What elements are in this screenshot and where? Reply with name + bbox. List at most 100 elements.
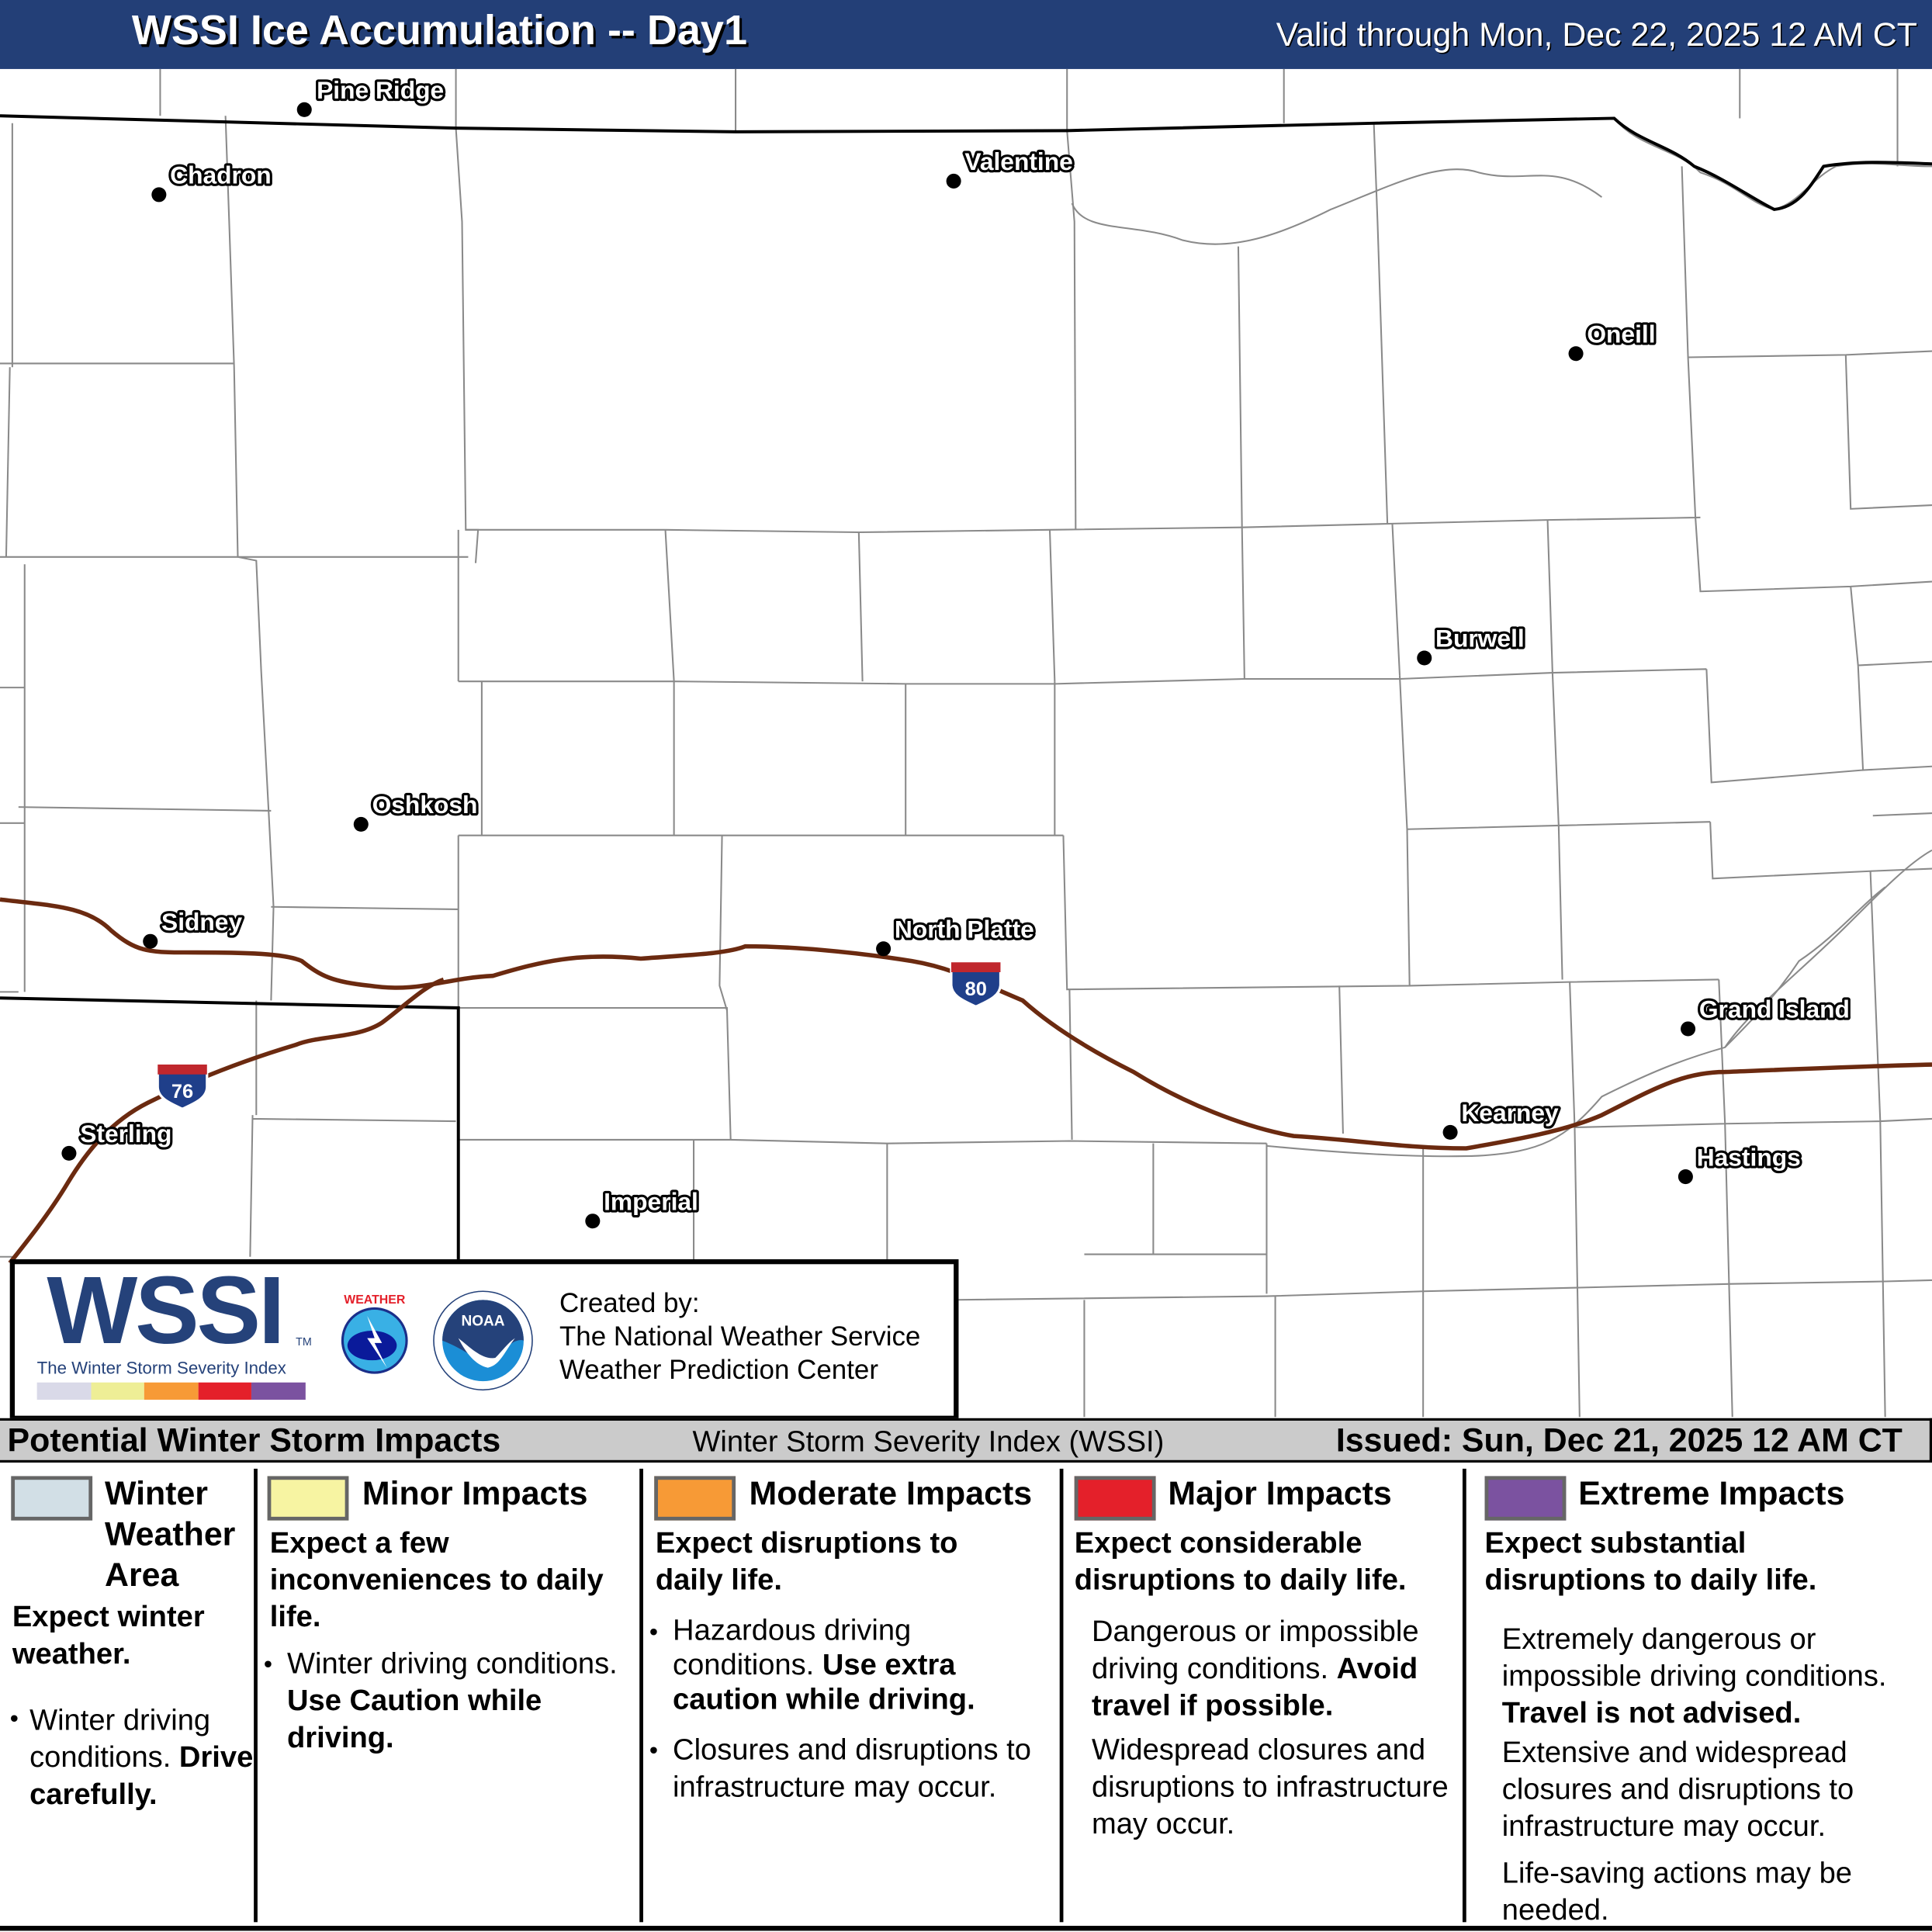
legend-header-bar: Potential Winter Storm Impacts Winter St… [0,1418,1932,1463]
map-title: WSSI Ice Accumulation -- Day1 [131,7,748,54]
created-by: Created by: The National Weather Service… [559,1286,920,1387]
city-dot [296,102,312,117]
wssi-subtitle: The Winter Storm Severity Index [36,1357,286,1378]
category-title: Moderate Impacts [749,1474,1033,1512]
city-label: Sidney [161,908,242,936]
category-summary: Expect disruptions to daily life. [655,1526,958,1598]
wssi-logo: WSSI [47,1255,285,1364]
header: WSSI Ice Accumulation -- Day1 Valid thro… [0,0,1932,69]
city-dot [1417,650,1432,666]
org-wpc: Weather Prediction Center [559,1354,879,1385]
detail-text: Winter driving conditions. [29,1704,211,1774]
city-dot [1568,346,1584,362]
city-label: Burwell [1435,625,1525,653]
city-label: Valentine [964,147,1072,175]
swatch-extreme [1484,1476,1567,1521]
legend-minor-impacts: Minor Impacts Expect a few inconvenience… [261,1464,639,1923]
city-label: Imperial [604,1187,698,1215]
category-summary: Expect considerable disruptions to daily… [1074,1526,1407,1598]
interstate-shield-80: 80 [950,961,1002,1009]
divider [1462,1468,1466,1923]
noaa-text: NOAA [461,1314,504,1330]
city-dot [353,816,369,832]
swatch-minor [267,1476,349,1521]
category-detail: Extremely dangerous or impossible drivin… [1502,1622,1932,1733]
i76-line [8,977,445,1265]
i80-line [0,897,1932,1151]
city-label: Grand Island [1699,995,1850,1023]
bottom-border [0,1926,1932,1931]
noaa-logo: NOAA [433,1290,533,1391]
city-dot [151,187,167,203]
bullet-icon: • [263,1650,272,1678]
city-dot [1681,1021,1696,1037]
city-dot [143,933,158,949]
legend-index-name: Winter Storm Severity Index (WSSI) [692,1425,1165,1459]
nws-logo: WEATHER [325,1291,424,1390]
city-markers: Pine Ridge Chadron Valentine Oneill Burwell O… [61,74,1852,1229]
interstate-shield-76: 76 [156,1063,209,1110]
city-dot [585,1214,601,1229]
city-label: Oneill [1587,320,1655,348]
city-dot [1442,1124,1458,1140]
legend-moderate-impacts: Moderate Impacts Expect disruptions to d… [647,1464,1060,1923]
category-detail-2: Widespread closures and disruptions to i… [1091,1733,1449,1841]
detail-bold: Use extra caution while driving. [673,1648,975,1717]
category-detail: Hazardous driving conditions. Use extra … [673,1614,1042,1717]
category-summary: Expect a few inconveniences to daily lif… [269,1526,604,1634]
category-detail-2: Extensive and widespread closures and di… [1501,1736,1854,1844]
bullet-icon: • [9,1705,19,1733]
credits-box: WSSI TM The Winter Storm Severity Index … [9,1255,959,1421]
bullet-icon: • [649,1737,659,1765]
detail-text: Dangerous or impossible driving conditio… [1091,1615,1419,1686]
valid-time: Valid through Mon, Dec 22, 2025 12 AM CT [1276,16,1917,54]
city-label: Chadron [170,161,272,189]
category-title: Winter Weather Area [104,1474,236,1594]
category-title: Major Impacts [1168,1474,1392,1512]
category-detail-2: Closures and disruptions to infrastructu… [673,1733,1031,1804]
divider [639,1468,643,1923]
category-summary: Expect substantial disruptions to daily … [1484,1526,1817,1598]
detail-bold: Travel is not advised. [1501,1696,1802,1730]
city-label: Hastings [1697,1143,1801,1171]
wssi-tm: TM [296,1335,312,1349]
category-detail: Winter driving conditions. Drive careful… [29,1703,258,1814]
swatch-major [1074,1476,1156,1521]
detail-bold: Avoid travel if possible. [1091,1652,1418,1723]
category-title: Extreme Impacts [1578,1474,1845,1512]
city-dot [1678,1169,1693,1185]
county-lines [0,68,1932,1418]
city-dot [876,941,892,957]
category-detail-3: Life-saving actions may be needed. [1501,1857,1853,1927]
divider [254,1468,258,1923]
org-nws: The National Weather Service [559,1321,921,1352]
category-summary: Expect winter weather. [12,1600,205,1671]
interstates [0,897,1932,1265]
legend-winter-weather-area: Winter Weather Area Expect winter weathe… [0,1464,254,1923]
category-detail: Winter driving conditions. Use Caution w… [287,1646,645,1757]
city-dot [946,173,961,189]
swatch-winter-weather [11,1476,93,1521]
shield-80-label: 80 [965,978,987,1000]
detail-text: Hazardous driving conditions. [673,1614,912,1682]
shield-76-label: 76 [171,1081,193,1103]
svg-text:WEATHER: WEATHER [344,1293,406,1307]
legend-title: Potential Winter Storm Impacts [7,1421,501,1459]
created-by-label: Created by: [559,1287,700,1319]
city-label: Pine Ridge [317,76,444,104]
city-label: Oshkosh [372,791,478,819]
detail-bold: Use Caution while driving. [287,1684,542,1755]
category-detail: Dangerous or impossible driving conditio… [1092,1614,1461,1725]
bullet-icon: • [649,1619,659,1646]
wssi-color-bar [36,1382,306,1400]
divider [1059,1468,1064,1923]
detail-text: Extremely dangerous or impossible drivin… [1501,1622,1887,1693]
detail-bold: Drive carefully. [29,1740,254,1812]
city-label: Sterling [80,1120,171,1148]
state-borders [0,114,1932,1259]
city-label: North Platte [895,915,1034,943]
city-label: Kearney [1461,1099,1559,1127]
swatch-moderate [654,1476,736,1521]
category-title: Minor Impacts [362,1474,588,1512]
